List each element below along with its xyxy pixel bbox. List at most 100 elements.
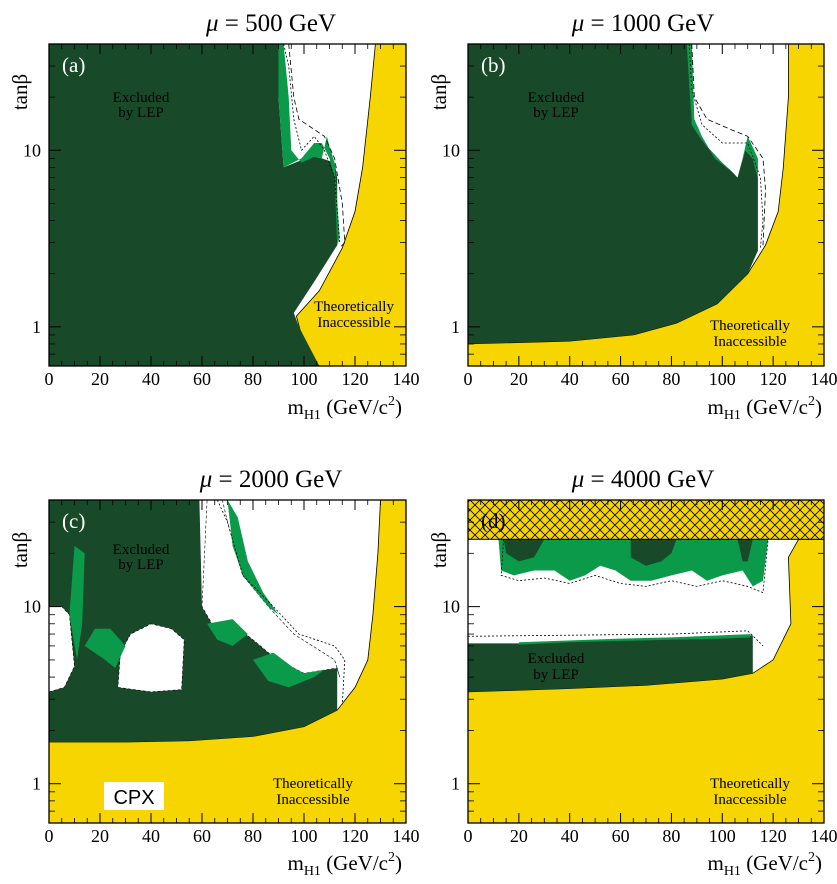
theoretically-inaccessible-line2: Inaccessible xyxy=(276,792,350,808)
excluded-95cl-region xyxy=(207,619,248,646)
expected-limit-curve xyxy=(283,44,341,243)
panel-title: μ = 500 GeV xyxy=(205,10,336,37)
x-tick-label: 140 xyxy=(811,369,837,389)
y-tick-label: 1 xyxy=(32,774,41,794)
panel-a: μ = 500 GeV tanβ mH1 (GeV/c2) Excluded b… xyxy=(8,10,420,423)
hatched-unphysical-band xyxy=(468,500,824,540)
x-tick-label: 60 xyxy=(612,369,630,389)
x-tick-label: 120 xyxy=(760,369,787,389)
x-tick-label: 0 xyxy=(464,826,473,846)
plot-regions xyxy=(468,500,824,823)
excluded-95cl-region xyxy=(227,500,279,615)
x-tick-label: 100 xyxy=(291,826,318,846)
y-tick-label: 1 xyxy=(32,317,41,337)
panel-title: μ = 1000 GeV xyxy=(571,10,715,37)
excluded-95cl-region xyxy=(518,634,751,645)
excluded-region xyxy=(49,44,338,366)
expected-limit-curve xyxy=(288,44,346,249)
y-tick-label: 1 xyxy=(451,317,460,337)
x-axis-label: mH1 (GeV/c2) xyxy=(707,394,822,423)
expected-limit-curve xyxy=(500,539,769,594)
y-axis-label: tanβ xyxy=(8,74,32,110)
y-tick-label: 10 xyxy=(23,140,41,160)
theoretically-inaccessible-line2: Inaccessible xyxy=(317,315,391,331)
theoretically-inaccessible-line2: Inaccessible xyxy=(713,334,787,350)
allowed-island xyxy=(201,500,340,678)
x-axis-label: mH1 (GeV/c2) xyxy=(287,850,402,879)
panel-letter: (c) xyxy=(62,509,85,533)
x-tick-label: 140 xyxy=(393,369,420,389)
panel-letter: (b) xyxy=(481,53,506,77)
x-tick-label: 80 xyxy=(244,826,262,846)
x-tick-label: 40 xyxy=(561,369,579,389)
x-tick-label: 0 xyxy=(45,369,54,389)
x-tick-label: 40 xyxy=(142,369,160,389)
x-tick-label: 0 xyxy=(45,826,54,846)
x-tick-label: 0 xyxy=(464,369,473,389)
x-tick-label: 120 xyxy=(342,826,369,846)
x-tick-label: 20 xyxy=(91,826,109,846)
x-tick-label: 40 xyxy=(561,826,579,846)
excluded-label-line1: Excluded xyxy=(113,90,170,106)
y-tick-label: 10 xyxy=(442,140,460,160)
excluded-label-line2: by LEP xyxy=(118,557,163,573)
excluded-99cl-region xyxy=(737,539,753,562)
x-tick-label: 60 xyxy=(612,826,630,846)
x-axis-label: mH1 (GeV/c2) xyxy=(287,394,402,423)
excluded-99cl-region xyxy=(630,539,677,566)
y-tick-label: 1 xyxy=(451,774,460,794)
x-tick-label: 60 xyxy=(193,369,211,389)
excluded-95cl-region xyxy=(69,546,85,660)
x-tick-label: 20 xyxy=(510,826,528,846)
excluded-label-line1: Excluded xyxy=(528,90,585,106)
excluded-label-line1: Excluded xyxy=(113,542,170,558)
x-tick-label: 120 xyxy=(760,826,787,846)
x-tick-label: 80 xyxy=(244,369,262,389)
x-tick-label: 140 xyxy=(811,826,837,846)
x-tick-label: 100 xyxy=(709,369,736,389)
excluded-95cl-region xyxy=(253,652,325,688)
panel-d: μ = 4000 GeV tanβ mH1 (GeV/c2) Excluded … xyxy=(427,466,837,879)
theoretically-inaccessible-line1: Theoretically xyxy=(710,776,790,792)
x-tick-label: 80 xyxy=(662,369,680,389)
allowed-island xyxy=(117,623,185,693)
panel-letter: (d) xyxy=(481,509,506,533)
panel-title: μ = 2000 GeV xyxy=(199,466,343,493)
y-axis-label: tanβ xyxy=(427,74,451,110)
panel-title: μ = 4000 GeV xyxy=(571,466,715,493)
y-axis-label: tanβ xyxy=(427,532,451,568)
theoretically-inaccessible-line1: Theoretically xyxy=(710,318,790,334)
excluded-label-line1: Excluded xyxy=(528,651,585,667)
y-tick-label: 10 xyxy=(442,597,460,617)
x-tick-label: 20 xyxy=(510,369,528,389)
cpx-label-box xyxy=(104,782,164,810)
theoretically-inaccessible-line2: Inaccessible xyxy=(713,792,787,808)
x-tick-label: 100 xyxy=(709,826,736,846)
plot-regions xyxy=(468,44,824,366)
x-tick-label: 20 xyxy=(91,369,109,389)
excluded-label-line2: by LEP xyxy=(118,105,163,121)
excluded-region xyxy=(468,635,753,692)
excluded-region xyxy=(468,44,758,344)
x-tick-label: 80 xyxy=(662,826,680,846)
panel-b: μ = 1000 GeV tanβ mH1 (GeV/c2) Excluded … xyxy=(427,10,837,423)
plot-regions xyxy=(49,500,406,823)
x-tick-label: 60 xyxy=(193,826,211,846)
excluded-99cl-region xyxy=(503,539,545,562)
excluded-label-line2: by LEP xyxy=(533,667,578,683)
panel-c: μ = 2000 GeV tanβ mH1 (GeV/c2) Excluded … xyxy=(8,466,420,879)
x-tick-label: 100 xyxy=(291,369,318,389)
x-tick-label: 40 xyxy=(142,826,160,846)
excluded-95cl-region xyxy=(498,539,769,587)
theoretically-inaccessible-line1: Theoretically xyxy=(314,299,394,315)
expected-limit-curve xyxy=(691,44,766,246)
x-axis-label: mH1 (GeV/c2) xyxy=(707,850,822,879)
excluded-95cl-region xyxy=(278,44,340,246)
y-tick-label: 10 xyxy=(23,597,41,617)
plot-regions xyxy=(49,44,406,366)
expected-limit-curve xyxy=(216,500,346,705)
excluded-label-line2: by LEP xyxy=(533,105,578,121)
cpx-scenario-label: CPX xyxy=(113,787,154,809)
excluded-95cl-region xyxy=(84,628,126,668)
